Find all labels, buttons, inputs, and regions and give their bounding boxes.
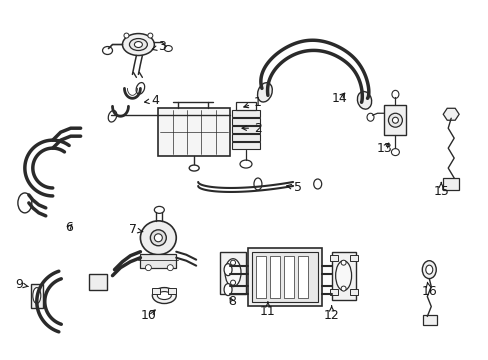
Bar (283, 256, 293, 298)
Bar (329, 255, 337, 261)
Ellipse shape (240, 160, 251, 168)
Text: 4: 4 (144, 94, 159, 107)
Text: 7: 7 (129, 223, 142, 236)
Ellipse shape (425, 265, 432, 274)
Bar (152, 288, 160, 293)
Bar (158, 108, 229, 156)
Ellipse shape (122, 33, 154, 55)
Bar (331, 252, 355, 300)
Ellipse shape (147, 33, 153, 38)
Ellipse shape (189, 165, 199, 171)
Bar (251, 252, 317, 302)
Bar (329, 289, 337, 294)
Ellipse shape (313, 179, 321, 189)
Ellipse shape (224, 264, 232, 276)
Ellipse shape (140, 221, 176, 255)
Ellipse shape (134, 41, 142, 48)
Ellipse shape (152, 288, 176, 303)
Ellipse shape (341, 260, 346, 265)
Bar (232, 110, 260, 117)
Ellipse shape (136, 82, 144, 94)
Bar (232, 126, 260, 133)
Ellipse shape (18, 193, 32, 213)
Ellipse shape (150, 230, 166, 246)
Bar (168, 288, 176, 293)
Ellipse shape (224, 284, 232, 296)
Bar (88, 274, 106, 289)
Text: 6: 6 (64, 221, 73, 234)
Ellipse shape (366, 113, 373, 121)
Ellipse shape (230, 280, 235, 285)
Bar (232, 118, 260, 125)
Bar (247, 248, 321, 306)
Bar (236, 102, 255, 110)
Bar (297, 256, 307, 298)
Bar (384, 105, 406, 135)
Bar (140, 254, 176, 268)
Ellipse shape (391, 90, 398, 98)
Ellipse shape (108, 111, 117, 122)
Ellipse shape (224, 259, 241, 287)
Ellipse shape (154, 234, 162, 242)
Bar (255, 256, 265, 298)
Ellipse shape (253, 178, 262, 190)
Ellipse shape (335, 261, 351, 291)
Bar (349, 255, 357, 261)
Text: 1: 1 (244, 96, 262, 109)
Ellipse shape (392, 117, 398, 123)
Bar (31, 284, 42, 307)
Ellipse shape (390, 149, 399, 156)
Ellipse shape (257, 83, 272, 102)
Text: 2: 2 (242, 122, 262, 135)
Ellipse shape (167, 265, 173, 271)
Bar (232, 134, 260, 141)
Ellipse shape (157, 292, 171, 300)
Text: 5: 5 (286, 181, 301, 194)
Text: 16: 16 (421, 282, 436, 298)
Ellipse shape (102, 46, 112, 54)
Ellipse shape (154, 206, 164, 213)
Ellipse shape (33, 288, 41, 303)
Text: 8: 8 (227, 295, 236, 308)
Ellipse shape (422, 261, 435, 279)
Ellipse shape (387, 113, 402, 127)
Text: 15: 15 (432, 183, 448, 198)
Text: 13: 13 (376, 141, 391, 155)
Polygon shape (442, 108, 458, 120)
Ellipse shape (164, 45, 172, 51)
Text: 11: 11 (260, 302, 275, 318)
Text: 12: 12 (323, 306, 339, 322)
Ellipse shape (145, 265, 151, 271)
Text: 10: 10 (140, 309, 156, 322)
Text: 14: 14 (331, 92, 347, 105)
Ellipse shape (129, 39, 147, 50)
Bar (442, 178, 458, 190)
Text: 9: 9 (15, 278, 28, 291)
Text: 3: 3 (152, 40, 166, 53)
Bar (423, 315, 436, 325)
Ellipse shape (230, 260, 235, 265)
Ellipse shape (341, 286, 346, 291)
Ellipse shape (357, 91, 371, 109)
Bar (269, 256, 279, 298)
Bar (232, 142, 260, 149)
Bar (349, 289, 357, 294)
Bar (220, 252, 245, 293)
Ellipse shape (124, 33, 129, 38)
